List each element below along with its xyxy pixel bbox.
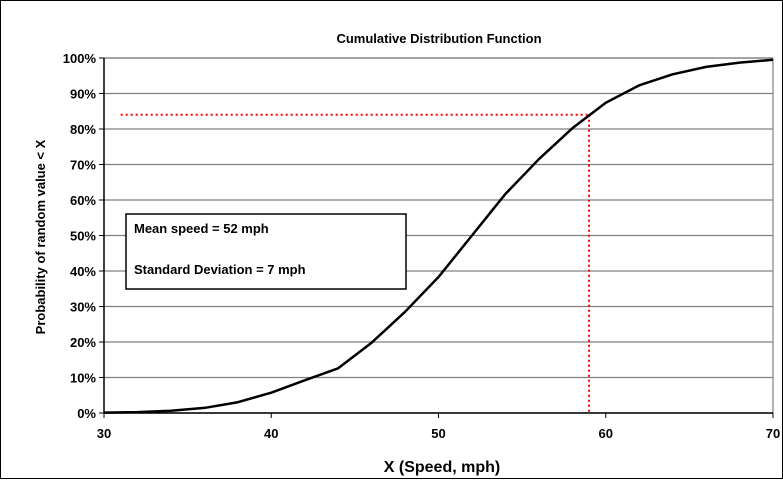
y-tick-labels: 0% 10% 20% 30% 40% 50% 60% 70% 80% 90% 100% <box>63 51 97 421</box>
series-layer <box>103 58 774 414</box>
x-tick-label: 70 <box>766 426 780 441</box>
y-axis-label: Probability of random value < X <box>33 139 48 334</box>
x-tick-labels: 30 40 50 60 70 <box>97 426 780 441</box>
y-tick-label: 100% <box>63 51 97 66</box>
y-tick-label: 0% <box>77 406 96 421</box>
chart-title: Cumulative Distribution Function <box>336 31 541 46</box>
x-tick-label: 60 <box>599 426 613 441</box>
y-tick-label: 90% <box>70 87 96 102</box>
y-tick-label: 60% <box>70 193 96 208</box>
y-tick-label: 40% <box>70 264 96 279</box>
annotation-box: Mean speed = 52 mph Standard Deviation =… <box>125 213 407 290</box>
y-tick-label: 80% <box>70 122 96 137</box>
reference-lines <box>120 113 591 413</box>
y-tick-label: 30% <box>70 300 96 315</box>
x-tick-label: 50 <box>431 426 445 441</box>
cdf-curve <box>103 58 774 414</box>
y-tick-label: 10% <box>70 371 96 386</box>
annotation-stddev: Standard Deviation = 7 mph <box>134 262 306 277</box>
x-tick-label: 30 <box>97 426 111 441</box>
y-tick-label: 70% <box>70 158 96 173</box>
y-tick-label: 50% <box>70 229 96 244</box>
annotation-border <box>125 213 407 290</box>
x-axis-label: X (Speed, mph) <box>384 459 500 476</box>
x-tick-label: 40 <box>264 426 278 441</box>
annotation-mean: Mean speed = 52 mph <box>134 221 269 236</box>
y-tick-label: 20% <box>70 335 96 350</box>
